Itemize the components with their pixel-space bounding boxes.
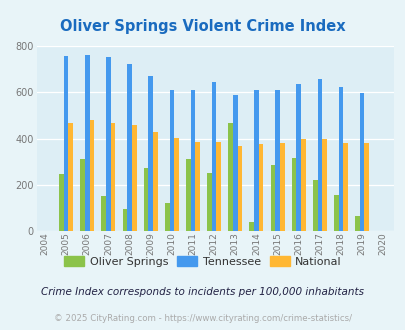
Bar: [195, 142, 200, 231]
Bar: [190, 90, 195, 231]
Bar: [249, 222, 254, 231]
Bar: [211, 82, 216, 231]
Bar: [68, 123, 73, 231]
Bar: [90, 120, 94, 231]
Bar: [207, 173, 211, 231]
Bar: [237, 146, 242, 231]
Bar: [254, 90, 258, 231]
Bar: [354, 216, 359, 231]
Bar: [321, 139, 326, 231]
Bar: [143, 168, 148, 231]
Bar: [185, 159, 190, 231]
Bar: [258, 145, 263, 231]
Bar: [300, 139, 305, 231]
Text: Crime Index corresponds to incidents per 100,000 inhabitants: Crime Index corresponds to incidents per…: [41, 287, 364, 297]
Bar: [174, 138, 178, 231]
Bar: [59, 174, 64, 231]
Bar: [333, 195, 338, 231]
Bar: [338, 87, 343, 231]
Bar: [85, 54, 90, 231]
Bar: [148, 76, 153, 231]
Bar: [153, 132, 157, 231]
Bar: [343, 143, 347, 231]
Bar: [317, 79, 321, 231]
Bar: [291, 158, 296, 231]
Bar: [359, 93, 364, 231]
Bar: [111, 123, 115, 231]
Bar: [122, 209, 127, 231]
Bar: [279, 143, 284, 231]
Bar: [364, 143, 368, 231]
Bar: [64, 56, 68, 231]
Bar: [232, 95, 237, 231]
Bar: [132, 125, 136, 231]
Text: Oliver Springs Violent Crime Index: Oliver Springs Violent Crime Index: [60, 19, 345, 34]
Bar: [312, 180, 317, 231]
Bar: [101, 196, 106, 231]
Bar: [80, 159, 85, 231]
Bar: [228, 123, 232, 231]
Bar: [127, 64, 132, 231]
Bar: [270, 165, 275, 231]
Bar: [169, 90, 174, 231]
Text: © 2025 CityRating.com - https://www.cityrating.com/crime-statistics/: © 2025 CityRating.com - https://www.city…: [54, 314, 351, 323]
Bar: [106, 57, 111, 231]
Bar: [296, 84, 300, 231]
Bar: [275, 90, 279, 231]
Legend: Oliver Springs, Tennessee, National: Oliver Springs, Tennessee, National: [60, 251, 345, 271]
Bar: [164, 203, 169, 231]
Bar: [216, 142, 221, 231]
